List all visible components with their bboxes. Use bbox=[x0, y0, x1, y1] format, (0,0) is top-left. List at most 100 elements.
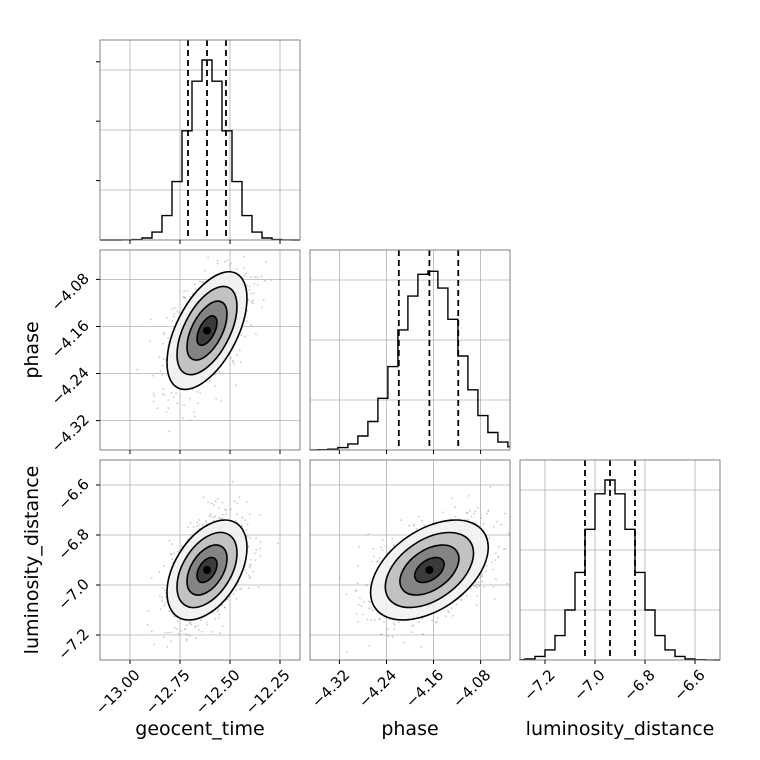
scatter-point bbox=[194, 415, 196, 418]
scatter-point bbox=[170, 543, 173, 546]
scatter-point bbox=[163, 394, 166, 396]
scatter-point bbox=[357, 603, 360, 606]
scatter-point bbox=[201, 524, 204, 526]
y-tick-label: −7.0 bbox=[54, 575, 92, 613]
scatter-point bbox=[185, 624, 188, 627]
x-tick-label: −12.25 bbox=[242, 666, 294, 718]
scatter-point bbox=[467, 518, 469, 521]
histogram-phase bbox=[309, 270, 510, 451]
scatter-point bbox=[259, 541, 262, 544]
scatter-point bbox=[249, 558, 252, 561]
scatter-point bbox=[216, 259, 219, 262]
scatter-point bbox=[402, 641, 405, 644]
scatter-point bbox=[244, 519, 247, 521]
scatter-point bbox=[378, 557, 381, 560]
scatter-point bbox=[259, 547, 261, 550]
scatter-point bbox=[261, 306, 263, 309]
x-tick-label: −4.08 bbox=[449, 666, 494, 711]
scatter-point bbox=[371, 560, 374, 563]
scatter-point bbox=[213, 504, 215, 506]
scatter-point bbox=[166, 317, 168, 319]
x-tick-label: −13.00 bbox=[92, 666, 144, 718]
contour-line bbox=[384, 531, 475, 609]
scatter-point bbox=[163, 604, 166, 607]
scatter-point bbox=[233, 363, 235, 365]
scatter-point bbox=[492, 586, 495, 588]
scatter-point bbox=[250, 324, 253, 327]
scatter-point bbox=[473, 512, 475, 515]
scatter-point bbox=[150, 577, 153, 579]
density-peak bbox=[425, 566, 434, 574]
scatter-point bbox=[178, 311, 181, 314]
scatter-point bbox=[216, 497, 219, 500]
scatter-point bbox=[445, 615, 447, 618]
scatter-point bbox=[494, 598, 496, 600]
scatter-point bbox=[417, 621, 420, 624]
scatter-point bbox=[408, 524, 411, 527]
scatter-point bbox=[435, 621, 437, 624]
scatter-point bbox=[358, 545, 360, 548]
scatter-point bbox=[380, 546, 382, 549]
scatter-point bbox=[221, 625, 224, 628]
y-tick-label: −6.6 bbox=[54, 475, 92, 513]
scatter-point bbox=[366, 584, 368, 587]
scatter-point bbox=[369, 601, 371, 604]
scatter-point bbox=[167, 337, 170, 339]
scatter-point bbox=[241, 516, 244, 519]
scatter-point bbox=[247, 574, 250, 577]
scatter-point bbox=[249, 563, 252, 566]
scatter-point bbox=[210, 515, 213, 518]
scatter-point bbox=[250, 300, 253, 303]
contour-line bbox=[413, 556, 445, 584]
scatter-point bbox=[465, 595, 468, 597]
panel-frame bbox=[99, 459, 301, 661]
scatter-point bbox=[506, 582, 509, 585]
scatter-point bbox=[376, 560, 378, 563]
scatter-point bbox=[214, 618, 217, 620]
contour-line bbox=[196, 556, 218, 584]
scatter-point bbox=[170, 392, 173, 394]
scatter-point bbox=[504, 512, 506, 515]
scatter-point bbox=[255, 537, 258, 539]
scatter-point bbox=[185, 633, 187, 635]
density-peak bbox=[203, 326, 211, 335]
scatter-point bbox=[206, 624, 208, 626]
scatter-point bbox=[418, 515, 420, 518]
y-axis-label-phase: phase bbox=[21, 321, 43, 378]
scatter-point bbox=[169, 631, 172, 634]
scatter-point bbox=[207, 256, 210, 259]
scatter-point bbox=[247, 299, 250, 301]
scatter-point bbox=[393, 544, 395, 547]
scatter-point bbox=[175, 392, 178, 395]
scatter-point bbox=[245, 272, 247, 275]
scatter-point bbox=[219, 632, 221, 635]
scatter-point bbox=[387, 628, 390, 631]
scatter-point bbox=[253, 283, 256, 285]
scatter-point bbox=[356, 621, 359, 623]
scatter-point bbox=[469, 587, 472, 590]
contour-line bbox=[399, 544, 460, 596]
scatter-point bbox=[210, 502, 213, 505]
panel-phase-geocent_time bbox=[96, 249, 301, 454]
scatter-point bbox=[226, 598, 229, 601]
scatter-point bbox=[196, 391, 199, 393]
scatter-point bbox=[158, 570, 161, 573]
scatter-point bbox=[494, 552, 497, 555]
x-tick-label: −4.16 bbox=[402, 666, 447, 711]
scatter-point bbox=[494, 559, 497, 561]
scatter-point bbox=[373, 619, 376, 621]
scatter-point bbox=[252, 292, 255, 294]
scatter-point bbox=[488, 537, 491, 540]
scatter-point bbox=[368, 607, 371, 610]
scatter-point bbox=[245, 320, 248, 322]
scatter-point bbox=[356, 582, 359, 585]
scatter-point bbox=[492, 525, 495, 528]
scatter-point bbox=[381, 549, 384, 552]
scatter-point bbox=[450, 607, 453, 610]
scatter-point bbox=[255, 548, 257, 551]
y-tick-label: −6.8 bbox=[54, 525, 92, 563]
scatter-point bbox=[177, 633, 180, 635]
scatter-point bbox=[259, 555, 262, 558]
scatter-point bbox=[209, 512, 212, 515]
